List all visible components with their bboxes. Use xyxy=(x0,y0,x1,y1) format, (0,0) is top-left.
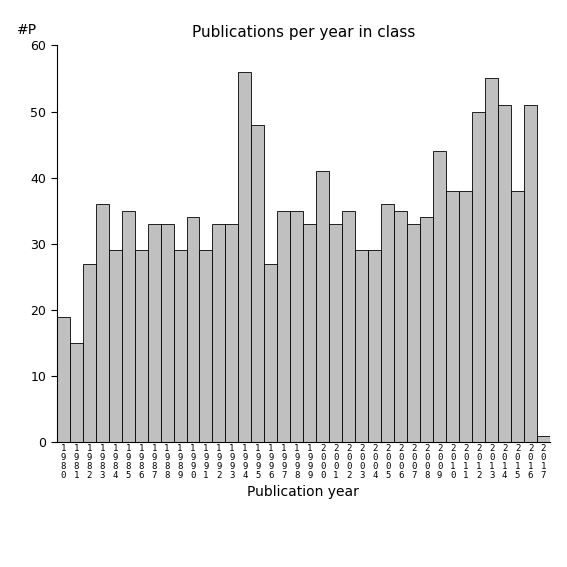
Bar xyxy=(303,224,316,442)
Bar xyxy=(472,112,485,442)
Title: Publications per year in class: Publications per year in class xyxy=(192,25,415,40)
Bar xyxy=(356,251,368,442)
Bar xyxy=(277,211,290,442)
Bar xyxy=(121,211,134,442)
Bar xyxy=(147,224,160,442)
Bar xyxy=(70,343,83,442)
Bar xyxy=(537,435,550,442)
Bar xyxy=(511,191,524,442)
Bar xyxy=(57,316,70,442)
Bar xyxy=(342,211,356,442)
Bar xyxy=(213,224,226,442)
Bar xyxy=(420,217,433,442)
Bar xyxy=(329,224,342,442)
Bar xyxy=(187,217,200,442)
Bar xyxy=(160,224,174,442)
Bar xyxy=(407,224,420,442)
Bar xyxy=(368,251,381,442)
Bar xyxy=(109,251,121,442)
Bar xyxy=(264,264,277,442)
Bar xyxy=(394,211,407,442)
Bar xyxy=(200,251,213,442)
Bar xyxy=(226,224,239,442)
Bar xyxy=(485,78,498,442)
X-axis label: Publication year: Publication year xyxy=(247,485,359,499)
Bar xyxy=(446,191,459,442)
Bar xyxy=(498,105,511,442)
Bar xyxy=(524,105,537,442)
Bar xyxy=(316,171,329,442)
Bar xyxy=(83,264,96,442)
Text: #P: #P xyxy=(17,23,37,37)
Bar xyxy=(290,211,303,442)
Bar xyxy=(134,251,147,442)
Bar xyxy=(239,72,251,442)
Bar xyxy=(381,204,394,442)
Bar xyxy=(459,191,472,442)
Bar xyxy=(251,125,264,442)
Bar xyxy=(96,204,109,442)
Bar xyxy=(174,251,187,442)
Bar xyxy=(433,151,446,442)
